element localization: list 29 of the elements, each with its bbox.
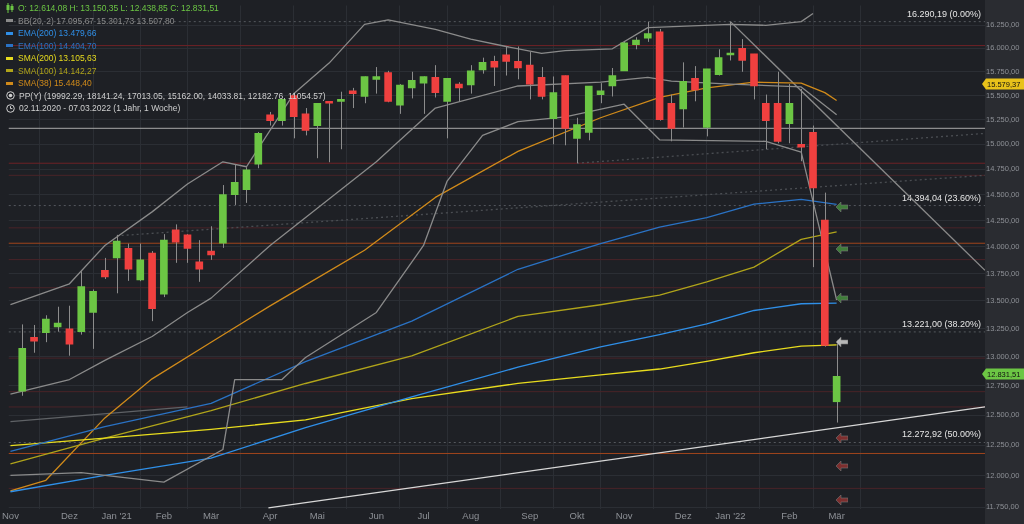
- legend-label: EMA(100) 14.404,70: [18, 39, 97, 52]
- x-tick-label: Jun: [368, 510, 384, 522]
- x-tick-label: Jul: [417, 510, 430, 522]
- x-tick-label: Dez: [61, 510, 79, 522]
- x-tick-label: Jan '21: [101, 510, 132, 522]
- x-tick-label: Nov: [615, 510, 633, 522]
- legend-label: SMA(100) 14.142,27: [18, 64, 97, 77]
- ref-line-label: 12.272,92 (50.00%): [901, 429, 981, 440]
- x-tick-label: Sep: [521, 510, 539, 522]
- annotation: O: 12.614,08 H: 13.150,35 L: 12.438,85 C: 12.831,51: [18, 2, 219, 15]
- legend-label: EMA(200) 13.479,66: [18, 27, 97, 40]
- ref-line-label: 16.290,19 (0.00%): [906, 8, 981, 19]
- annotation: 02.11.2020 - 07.03.2022 (1 Jahr, 1 Woche): [19, 102, 181, 115]
- legend-label: BB(20, 2) 17.095,67 15.301,73 13.507,80: [18, 14, 175, 27]
- x-tick-label: Mär: [828, 510, 845, 522]
- x-tick-label: Apr: [262, 510, 278, 522]
- x-tick-label: Jan '22: [715, 510, 746, 522]
- x-tick-label: Mai: [309, 510, 325, 522]
- x-tick-label: Mär: [202, 510, 220, 522]
- x-tick-label: Feb: [155, 510, 173, 522]
- x-tick-label: Okt: [569, 510, 585, 522]
- x-tick-label: Feb: [781, 510, 798, 522]
- legend-label: SMA(38) 15.448,40: [18, 77, 92, 90]
- x-tick-label: Dez: [674, 510, 692, 522]
- x-tick-label: Nov: [1, 510, 20, 522]
- legend-label: SMA(200) 13.105,63: [18, 52, 97, 65]
- ref-line-label: 13.221,00 (38.20%): [901, 318, 981, 329]
- x-tick-label: Aug: [462, 510, 480, 522]
- ref-line-label: 14.394,04 (23.60%): [901, 192, 981, 203]
